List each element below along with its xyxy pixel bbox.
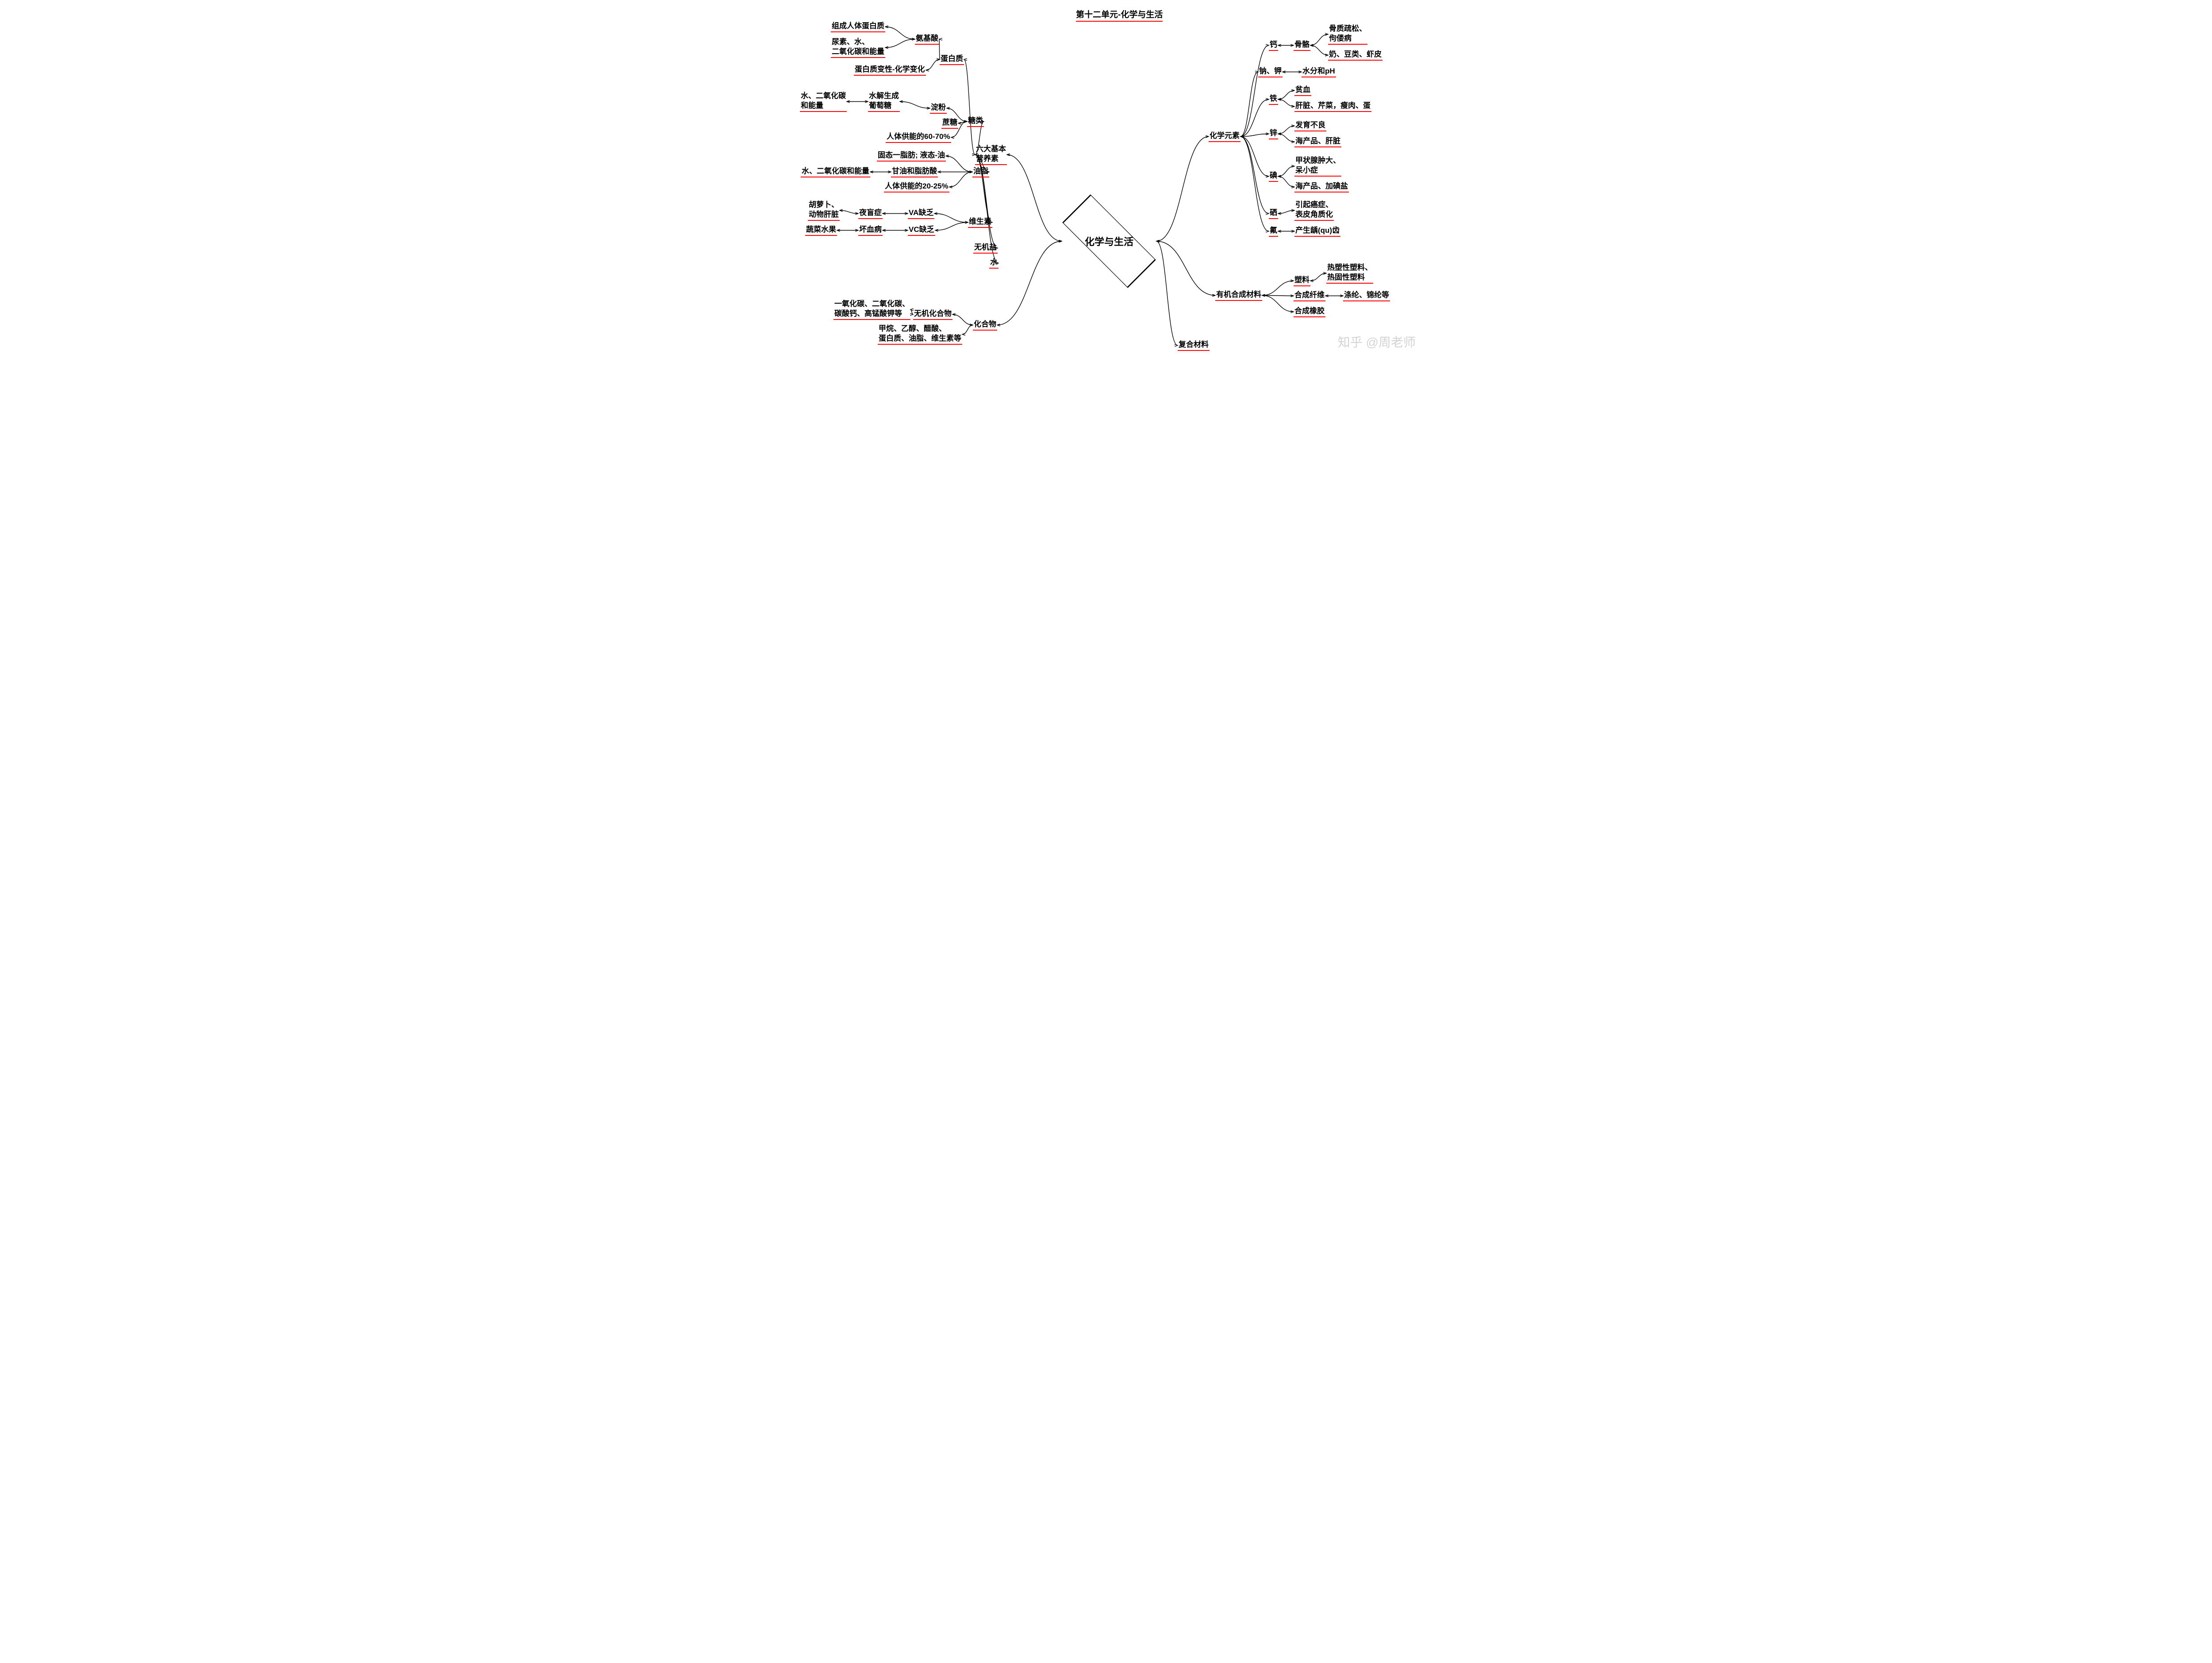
edge-synth-rubber [1262, 296, 1294, 312]
node-protein: 蛋白质 [940, 54, 964, 65]
edge-elements-f [1240, 137, 1269, 231]
edge-fat-fat_pct [949, 172, 972, 187]
edge-elements-zn [1240, 134, 1269, 137]
node-water: 水 [989, 258, 998, 269]
node-salt: 无机盐 [973, 243, 998, 254]
node-amino: 氨基酸 [915, 34, 939, 45]
node-fat_pct: 人体供能的20-25% [884, 181, 949, 192]
node-fat_b2: 水、二氧化碳和能量 [801, 166, 870, 177]
node-fat_a: 固态一脂肪; 液态-油 [877, 150, 946, 162]
node-fiber: 合成纤维 [1294, 290, 1325, 301]
edge-centerL-nutrients [1007, 155, 1062, 242]
node-ca: 钙 [1269, 40, 1278, 51]
edge-vitamin-vc [935, 223, 968, 231]
edge-centerL-compounds [997, 241, 1062, 325]
node-va_b: 胡萝卜、动物肝脏 [808, 200, 840, 221]
edge-elements-se [1240, 137, 1269, 214]
edge-va_a-va_b [840, 211, 858, 214]
center-label: 化学与生活 [1058, 217, 1160, 266]
node-compounds: 化合物 [973, 320, 997, 331]
node-f: 氟 [1269, 226, 1278, 237]
edge-compounds-org [962, 325, 973, 335]
edge-centerR-elements [1156, 137, 1209, 242]
node-elements: 化学元素 [1209, 131, 1240, 142]
edge-vitamin-va [934, 214, 968, 223]
edge-amino-amino_a [885, 27, 915, 39]
node-fe_a: 贫血 [1294, 85, 1311, 96]
center-node: 化学与生活 [1058, 217, 1160, 266]
node-nutrients: 六大基本营养素 [975, 144, 1007, 165]
node-ca_b2: 奶、豆类、虾皮 [1328, 50, 1382, 61]
node-zn: 锌 [1269, 128, 1278, 139]
node-amino_a: 组成人体蛋白质 [831, 21, 885, 32]
node-ca_b: 骨骼 [1294, 40, 1310, 51]
node-se: 硒 [1269, 208, 1278, 219]
node-ca_b1: 骨质疏松、佝偻病 [1328, 24, 1367, 45]
node-f_a: 产生龋(qu)齿 [1294, 226, 1340, 237]
node-vc_b: 蔬菜水果 [805, 225, 837, 236]
edge-fat-fat_a [946, 156, 972, 172]
node-fat_b: 甘油和脂肪酸 [891, 166, 938, 177]
node-rubber: 合成橡胶 [1294, 306, 1325, 317]
node-plastic_a: 热塑性塑料、热固性塑料 [1326, 263, 1373, 284]
edge-elements-nak [1240, 72, 1258, 137]
node-fiber_a: 涤纶、锦纶等 [1343, 290, 1390, 301]
edge-fe-fe_a [1278, 91, 1294, 100]
edge-nutrients-protein [964, 60, 975, 155]
node-i: 碘 [1269, 171, 1278, 182]
node-nak_b: 水分和pH [1302, 66, 1336, 77]
edge-plastic-plastic_a [1310, 273, 1326, 281]
node-zn_b: 海产品、肝脏 [1294, 136, 1341, 147]
edge-centerR-synth [1156, 241, 1215, 296]
edge-ca_b-ca_b1 [1310, 35, 1328, 46]
node-va_a: 夜盲症 [858, 208, 883, 219]
edge-synth-plastic [1262, 281, 1294, 296]
node-nak: 钠、钾 [1258, 66, 1283, 77]
edge-protein-prot_denat [926, 60, 940, 70]
node-se_a: 引起癌症、表皮角质化 [1294, 200, 1334, 221]
node-starch_a: 水、二氧化碳和能量 [800, 91, 847, 112]
node-vc: VC缺乏 [908, 225, 935, 236]
node-sucrose: 蔗糖 [941, 118, 958, 129]
edge-i-i_a [1278, 166, 1294, 177]
watermark: 知乎 @周老师 [1338, 333, 1416, 350]
edge-zn-zn_b [1278, 134, 1294, 142]
edge-elements-fe [1240, 100, 1269, 137]
node-sugar_pct: 人体供能的60-70% [886, 132, 951, 143]
edge-fe-fe_b [1278, 100, 1294, 107]
edge-sugar-sucrose [958, 122, 967, 123]
mindmap-canvas: 第十二单元-化学与生活 化学与生活 知乎 @周老师 六大基本营养素 蛋白质氨基酸 组… [784, 0, 1428, 361]
node-composite: 复合材料 [1178, 340, 1210, 351]
node-i_a: 甲状腺肿大、呆小症 [1294, 156, 1341, 177]
node-amino_b: 尿素、水、二氧化碳和能量 [831, 37, 885, 58]
node-inorg: 无机化合物 [913, 309, 952, 320]
edge-ca_b-ca_b2 [1310, 46, 1328, 55]
edge-starch-starch_b [900, 102, 930, 108]
node-vc_a: 坏血病 [858, 225, 883, 236]
edge-i-i_b [1278, 177, 1294, 187]
node-zn_a: 发育不良 [1294, 120, 1326, 131]
node-fe_b: 肝脏、芹菜，瘦肉、蛋 [1294, 101, 1371, 112]
node-sugar: 糖类 [967, 116, 984, 127]
edge-compounds-inorg [952, 315, 973, 325]
page-title: 第十二单元-化学与生活 [1076, 8, 1163, 22]
node-plastic: 塑料 [1294, 275, 1310, 286]
node-va: VA缺乏 [908, 208, 934, 219]
node-org: 甲烷、乙醇、醋酸、蛋白质、油脂、维生素等 [878, 324, 962, 345]
node-i_b: 海产品、加碘盐 [1294, 181, 1349, 192]
node-fat: 油脂 [972, 166, 989, 177]
node-starch_b: 水解生成葡萄糖 [868, 91, 900, 112]
node-synth: 有机合成材料 [1215, 290, 1262, 301]
edge-elements-ca [1240, 46, 1269, 137]
edge-amino-amino_b [885, 39, 915, 48]
node-vitamin: 维生素 [968, 217, 992, 228]
node-inorg_a: 一氧化碳、二氧化碳、碳酸钙、高锰酸钾等 [833, 299, 910, 320]
edge-elements-i [1240, 137, 1269, 177]
edge-zn-zn_a [1278, 126, 1294, 134]
node-prot_denat: 蛋白质变性-化学变化 [854, 65, 926, 76]
node-starch: 淀粉 [930, 103, 947, 114]
node-fe: 铁 [1269, 94, 1278, 105]
edge-se-se_a [1278, 211, 1294, 214]
